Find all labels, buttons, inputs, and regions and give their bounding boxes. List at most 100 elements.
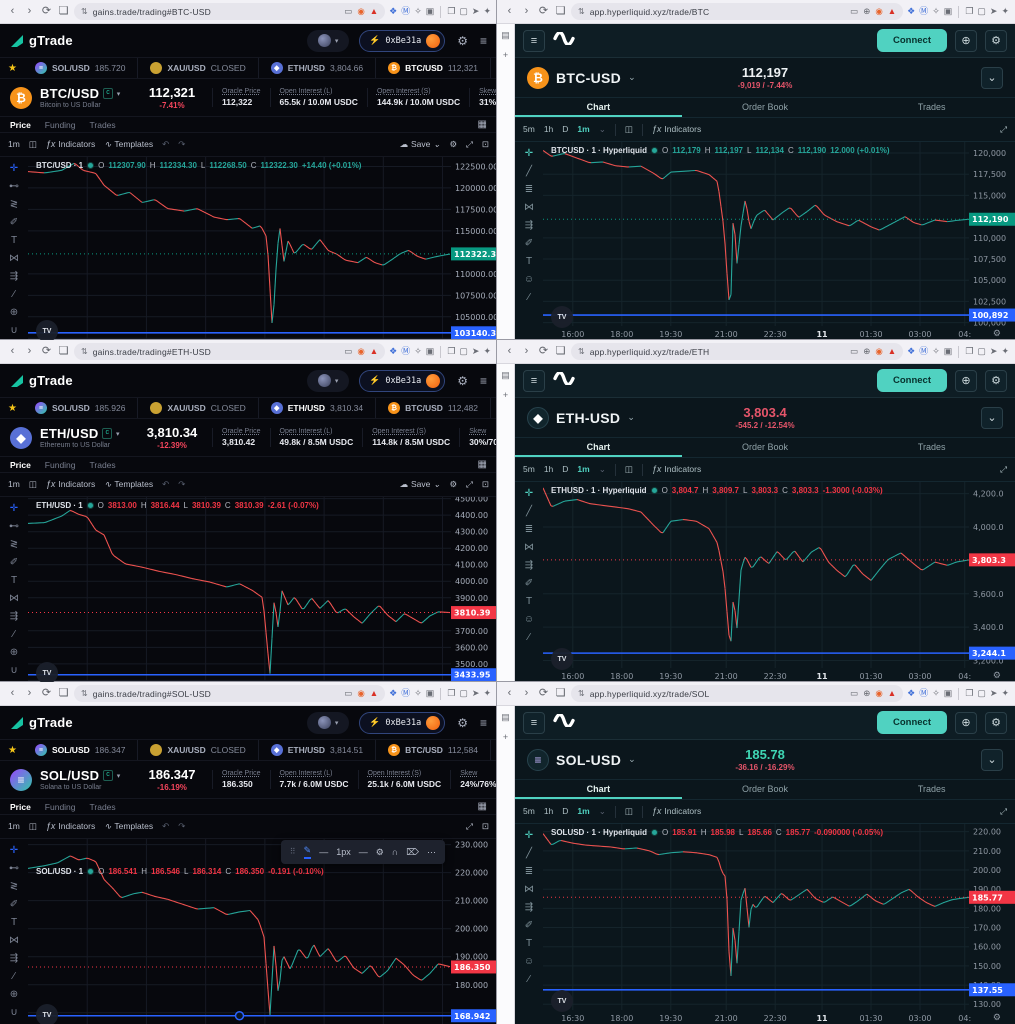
bookmark-icon[interactable]: ❏ [555, 5, 566, 17]
layout-grid-icon[interactable]: ▦ [477, 458, 487, 470]
sidebar-toggle-icon[interactable]: ❐ [965, 6, 974, 16]
market-selector[interactable]: ◆ ETH-USD ⌄ [527, 406, 635, 429]
reload-button[interactable]: ⟳ [538, 5, 549, 17]
tab-trades[interactable]: Trades [917, 783, 946, 794]
cursor-icon[interactable]: ➤ [471, 346, 480, 356]
pattern-tool-icon[interactable]: ⋈ [9, 935, 19, 946]
axis-settings-gear-icon[interactable]: ⚙ [992, 328, 1001, 338]
candles-style-icon[interactable]: ◫ [624, 806, 633, 817]
reading-list-icon[interactable]: ▤ [501, 30, 510, 40]
redo-icon[interactable]: ↷ [178, 479, 186, 490]
menu-icon[interactable]: ≡ [523, 369, 545, 392]
cursor-icon[interactable]: ➤ [989, 688, 998, 698]
ticker-item-xau[interactable]: XAU/USD CLOSED [138, 740, 259, 760]
reload-button[interactable]: ⟳ [538, 345, 549, 357]
redo-icon[interactable]: ↷ [178, 821, 186, 832]
parallel-lines-tool-icon[interactable]: ≣ [524, 184, 534, 195]
interval-1h[interactable]: 1h [543, 464, 554, 475]
emoji-tool-icon[interactable]: ☺ [523, 956, 535, 967]
sidebar-toggle-icon[interactable]: ❐ [447, 688, 456, 698]
site-info-icon[interactable]: ⇅ [578, 347, 585, 356]
crosshair-icon[interactable]: ✛ [9, 163, 19, 174]
line-type-icon[interactable]: — [358, 846, 368, 857]
bookmark-icon[interactable]: ❏ [58, 5, 69, 17]
address-bar[interactable]: ⇅ gains.trade/trading#ETH-USD ▭ ◉ ▲ [74, 343, 386, 360]
ticker-item-sol[interactable]: ≡ SOL/USD 185.926 [23, 398, 139, 418]
price-chart[interactable]: 230.000 220.000 210.000 200.000 190.000 180.0… [28, 839, 497, 1024]
pair-dropdown-caret[interactable]: ▾ [116, 772, 121, 780]
menu-icon[interactable]: ≡ [479, 33, 487, 48]
settings-gear-icon[interactable]: ⚙ [375, 846, 384, 857]
parallel-lines-tool-icon[interactable]: ≣ [524, 866, 534, 877]
pair-dropdown-caret[interactable]: ▾ [115, 430, 120, 438]
settings-gear-icon[interactable]: ⚙ [457, 33, 468, 48]
collapse-chevron-icon[interactable]: ⌄ [981, 406, 1003, 429]
extension-paw-icon[interactable]: ❖ [907, 346, 916, 356]
tradingview-logo[interactable]: TV [551, 306, 573, 328]
forecast-tool-icon[interactable]: ⇶ [9, 271, 19, 282]
zoom-tool-icon[interactable]: ⊕ [9, 647, 19, 658]
tab-trades[interactable]: Trades [917, 101, 946, 112]
hyperliquid-logo[interactable] [553, 30, 579, 50]
language-globe-icon[interactable]: ⊕ [955, 711, 977, 734]
forward-button[interactable]: › [27, 345, 32, 357]
trendline-tool-icon[interactable]: ╱ [525, 506, 533, 517]
tab-search-icon[interactable]: ▢ [977, 346, 986, 356]
adblock-shield-icon[interactable]: ◉ [875, 688, 883, 699]
reload-button[interactable]: ⟳ [41, 5, 52, 17]
privacy-shield-icon[interactable]: ✦ [1001, 346, 1009, 356]
extension-box-icon[interactable]: ▣ [425, 346, 435, 356]
pair-name[interactable]: BTC/USD [40, 86, 100, 101]
trend-tools-icon[interactable]: ≷ [9, 881, 19, 892]
sidebar-toggle-icon[interactable]: ❐ [965, 346, 974, 356]
pair-name[interactable]: ETH/USD [40, 426, 99, 441]
tab-chart[interactable]: Chart [515, 780, 682, 799]
zoom-icon[interactable]: ⊕ [863, 346, 871, 357]
site-info-icon[interactable]: ⇅ [578, 689, 585, 698]
indicators-button[interactable]: ƒx Indicators [45, 139, 96, 150]
forward-button[interactable]: › [27, 5, 32, 17]
gtrade-logo[interactable]: gTrade [10, 373, 73, 388]
hyperliquid-logo[interactable] [553, 370, 579, 390]
address-bar[interactable]: ⇅ app.hyperliquid.xyz/trade/BTC ▭ ⊕ ◉ ▲ [571, 3, 904, 20]
templates-button[interactable]: ∿ Templates [104, 821, 154, 832]
tab-funding[interactable]: Funding [44, 801, 76, 812]
pattern-tool-icon[interactable]: ⋈ [524, 884, 534, 895]
cursor-icon[interactable]: ➤ [471, 688, 480, 698]
cursor-icon[interactable]: ➤ [989, 346, 998, 356]
chart-settings-gear-icon[interactable]: ⚙ [449, 479, 458, 490]
new-tab-icon[interactable]: + [502, 732, 509, 742]
ticker-item-eth[interactable]: ◆ ETH/USD 3,814.51 [259, 740, 377, 760]
price-chart[interactable]: 122500.00 120000.00 117500.00 115000.00 1100… [28, 157, 497, 340]
indicators-button[interactable]: ƒx Indicators [45, 479, 96, 490]
bookmark-icon[interactable]: ❏ [555, 345, 566, 357]
cursor-icon[interactable]: ➤ [471, 6, 480, 16]
back-button[interactable]: ‹ [507, 345, 512, 357]
adblock-shield-icon[interactable]: ◉ [875, 346, 883, 357]
connect-wallet-button[interactable]: Connect [877, 29, 947, 52]
tab-search-icon[interactable]: ▢ [459, 688, 468, 698]
menu-icon[interactable]: ≡ [479, 373, 487, 388]
ticker-item-eth[interactable]: ◆ ETH/USD 3,810.34 [259, 398, 377, 418]
tradingview-logo[interactable]: TV [36, 1004, 58, 1024]
tab-price[interactable]: Price [10, 459, 31, 470]
cast-icon[interactable]: ▭ [344, 688, 353, 699]
fullscreen-icon[interactable]: ⤢ [1000, 464, 1007, 475]
bookmark-icon[interactable]: ❏ [555, 687, 566, 699]
tradingview-logo[interactable]: TV [551, 990, 573, 1012]
templates-button[interactable]: ∿ Templates [104, 139, 154, 150]
ruler-tool-icon[interactable]: ∕ [528, 974, 530, 985]
forecast-tool-icon[interactable]: ⇶ [9, 953, 19, 964]
tab-order-book[interactable]: Order Book [741, 783, 789, 794]
bookmark-icon[interactable]: ❏ [58, 345, 69, 357]
ruler-tool-icon[interactable]: ∕ [13, 971, 15, 982]
pattern-tool-icon[interactable]: ⋈ [9, 593, 19, 604]
interval-5m[interactable]: 5m [523, 806, 535, 817]
tab-search-icon[interactable]: ▢ [977, 6, 986, 16]
privacy-shield-icon[interactable]: ✦ [1001, 688, 1009, 698]
brush-tool-icon[interactable]: ✐ [524, 578, 534, 589]
ticker-item-eth[interactable]: ◆ ETH/USD 3,804.66 [259, 58, 377, 78]
settings-gear-icon[interactable]: ⚙ [457, 715, 468, 730]
text-tool-icon[interactable]: T [525, 256, 533, 267]
gtrade-logo[interactable]: gTrade [10, 33, 73, 48]
